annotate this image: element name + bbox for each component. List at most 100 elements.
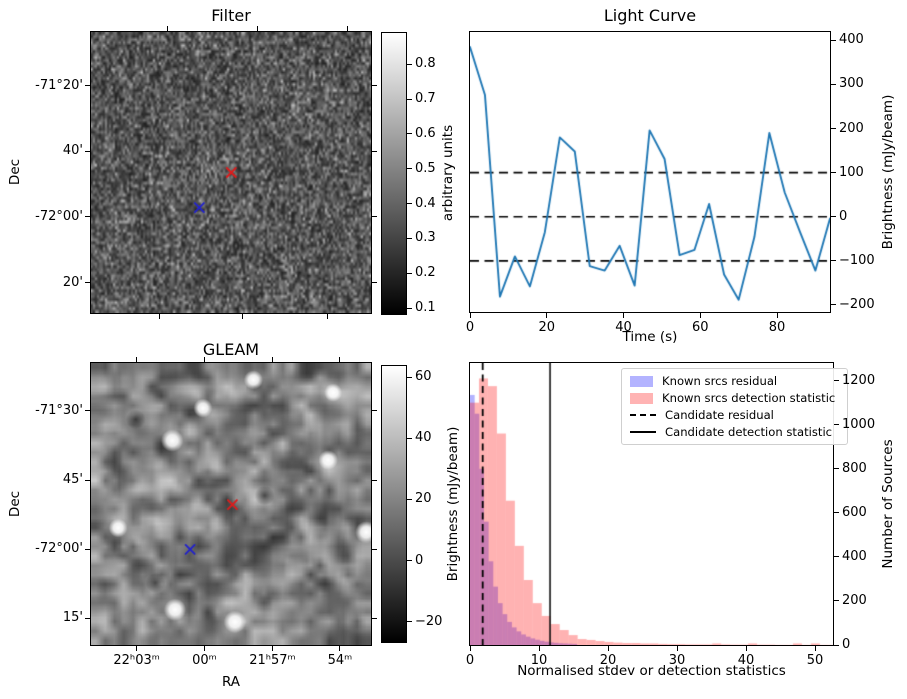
time-tick-label: 60 [691, 320, 709, 335]
tick-mark [831, 128, 836, 130]
tick-mark [676, 646, 678, 651]
stat-tick-label: 10 [530, 653, 548, 668]
colorbar-tick-label: 20 [415, 491, 432, 507]
tick-mark [831, 260, 836, 262]
stat-tick-label: 50 [806, 653, 824, 668]
tick-mark [546, 313, 548, 318]
tick-mark [407, 376, 412, 378]
legend-label: Known srcs residual [662, 374, 778, 388]
dec-tick-label: 45' [62, 472, 83, 488]
brightness-tick-label: 100 [839, 164, 864, 180]
tick-mark [372, 548, 377, 550]
legend-item: Known srcs residual [630, 374, 839, 388]
dec-tick-label: 40' [62, 143, 83, 159]
tick-mark [607, 646, 609, 651]
count-tick-label: 200 [842, 592, 867, 608]
ra-tick-label: 21ʰ57ᵐ [249, 653, 296, 668]
histogram-xlabel: Normalised stdev or detection statistics [517, 663, 786, 679]
tick-mark [469, 646, 471, 651]
tick-mark [203, 357, 205, 362]
tick-mark [834, 468, 839, 470]
tick-mark [372, 410, 377, 412]
tick-mark [85, 479, 90, 481]
colorbar-tick-label: 0.7 [415, 91, 436, 107]
filter-colorbar [381, 32, 407, 315]
time-tick-label: 40 [615, 320, 632, 335]
colorbar-tick-label: 0.4 [415, 195, 436, 211]
tick-mark [407, 98, 412, 100]
count-tick-label: 400 [842, 548, 867, 564]
tick-mark [136, 646, 138, 651]
tick-mark [834, 512, 839, 514]
dec-tick-label: -71°20' [35, 77, 83, 93]
tick-mark [407, 560, 412, 562]
tick-mark [85, 150, 90, 152]
tick-mark [834, 644, 839, 646]
tick-mark [241, 314, 243, 319]
legend-label: Candidate detection statistic [665, 425, 833, 439]
colorbar-tick-label: 40 [415, 430, 432, 446]
ra-tick-label: 00ᵐ [192, 653, 217, 668]
legend-label: Candidate residual [665, 408, 774, 422]
filter-title: Filter [211, 6, 251, 25]
tick-mark [372, 150, 377, 152]
legend-label: Known srcs detection statistic [662, 391, 836, 405]
ra-tick-label: 54ᵐ [327, 653, 353, 668]
gleam-ylabel: Dec [7, 490, 23, 518]
tick-mark [407, 63, 412, 65]
tick-mark [407, 237, 412, 239]
time-tick-label: 80 [768, 320, 786, 335]
tick-mark [834, 380, 839, 382]
colorbar-tick-label: 0.6 [415, 125, 436, 141]
dec-tick-label: -71°30' [35, 402, 83, 418]
ra-tick-label: 22ʰ03ᵐ [113, 653, 160, 668]
brightness-tick-label: 200 [839, 120, 864, 136]
tick-mark [814, 646, 816, 651]
stat-tick-label: 40 [737, 653, 755, 668]
gleam-colorbar [381, 365, 407, 643]
brightness-tick-label: −100 [839, 252, 875, 268]
tick-mark [158, 314, 160, 319]
stat-tick-label: 0 [465, 653, 475, 668]
brightness-tick-label: 400 [839, 32, 864, 48]
brightness-tick-label: 300 [839, 76, 864, 92]
tick-mark [407, 133, 412, 135]
count-tick-label: 1000 [842, 416, 876, 432]
filter-panel [90, 31, 372, 314]
tick-mark [85, 617, 90, 619]
tick-mark [831, 39, 836, 41]
tick-mark [372, 282, 377, 284]
colorbar-tick-label: −20 [415, 613, 443, 629]
tick-mark [407, 307, 412, 309]
filter-image-canvas [91, 32, 371, 313]
tick-mark [623, 313, 625, 318]
tick-mark [834, 424, 839, 426]
tick-mark [407, 272, 412, 274]
gleam-panel [90, 362, 372, 646]
tick-mark [834, 600, 839, 602]
tick-mark [831, 172, 836, 174]
dec-tick-label: 20' [62, 274, 83, 290]
tick-mark [407, 168, 412, 170]
light-curve-title: Light Curve [603, 6, 697, 25]
filter-ylabel: Dec [7, 158, 23, 186]
known-srcs-residual-swatch [630, 375, 653, 387]
colorbar-tick-label: 0.2 [415, 265, 436, 281]
dec-tick-label: -72°00' [35, 541, 83, 557]
tick-mark [136, 357, 138, 362]
tick-mark [407, 621, 412, 623]
legend-item: Candidate residual [630, 408, 839, 422]
stat-tick-label: 20 [599, 653, 617, 668]
tick-mark [339, 357, 341, 362]
tick-mark [166, 26, 168, 31]
light-curve-canvas [470, 32, 830, 312]
tick-mark [271, 357, 273, 362]
tick-mark [85, 548, 90, 550]
tick-mark [85, 85, 90, 87]
colorbar-tick-label: 0.8 [415, 56, 436, 72]
tick-mark [372, 216, 377, 218]
tick-mark [85, 282, 90, 284]
tick-mark [326, 314, 328, 319]
tick-mark [256, 26, 258, 31]
